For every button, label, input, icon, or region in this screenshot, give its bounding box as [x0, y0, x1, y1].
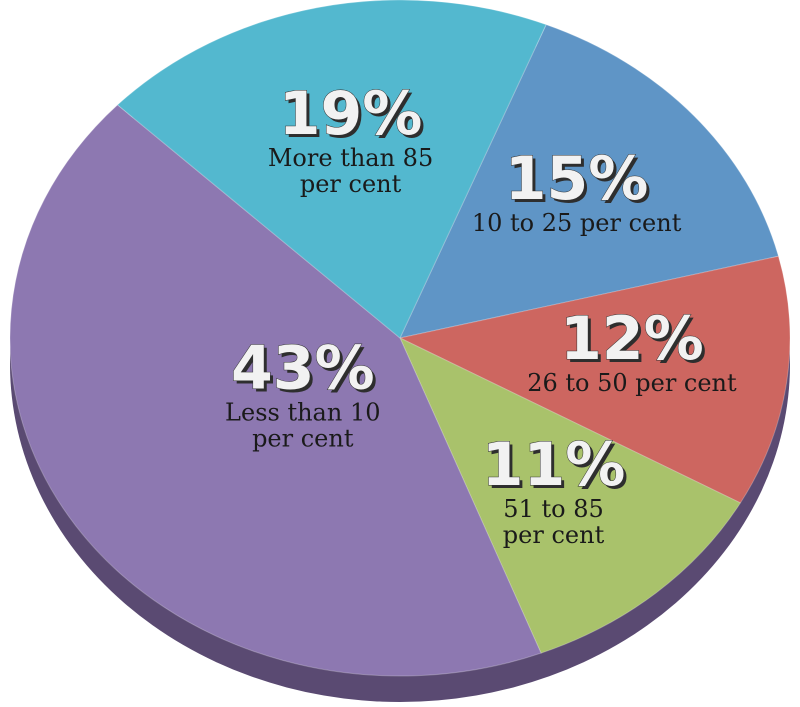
slice-category-label-4-1: per cent — [300, 170, 402, 198]
slice-percent-0: 15% — [505, 144, 649, 214]
slice-percent-4: 19% — [279, 79, 423, 149]
slice-percent-shadow-3: 43% — [234, 336, 378, 406]
pie-slice-1 — [398, 255, 791, 504]
pie-slice-2 — [398, 336, 742, 654]
slice-category-label-0-0: 10 to 25 per cent — [472, 209, 682, 237]
slice-category-label-3-1: per cent — [252, 424, 354, 452]
slice-percent-3: 43% — [231, 333, 375, 403]
slice-percent-1: 12% — [560, 304, 704, 374]
pie-slice-0 — [399, 23, 780, 339]
slice-percent-shadow-1: 12% — [563, 307, 707, 377]
slice-label-1: 12%12%26 to 50 per cent — [527, 303, 737, 397]
pie-slice-4 — [116, 0, 547, 339]
slice-percent-2: 11% — [482, 430, 626, 500]
slice-percent-shadow-2: 11% — [485, 433, 629, 503]
slice-category-label-1-0: 26 to 50 per cent — [527, 369, 737, 397]
slice-percent-shadow-0: 15% — [508, 147, 652, 217]
slice-percent-shadow-4: 19% — [282, 82, 426, 152]
pie-slice-3 — [9, 104, 542, 677]
slice-category-label-3-0: Less than 10 — [225, 398, 380, 426]
pie-labels: 15%15%10 to 25 per cent 12%12%26 to 50 pe… — [225, 78, 737, 550]
slice-category-label-2-0: 51 to 85 — [503, 495, 603, 523]
slice-category-label-2-1: per cent — [503, 521, 605, 549]
slice-label-0: 15%15%10 to 25 per cent — [472, 143, 682, 237]
pie-slices — [9, 0, 791, 677]
slice-category-label-4-0: More than 85 — [268, 144, 433, 172]
